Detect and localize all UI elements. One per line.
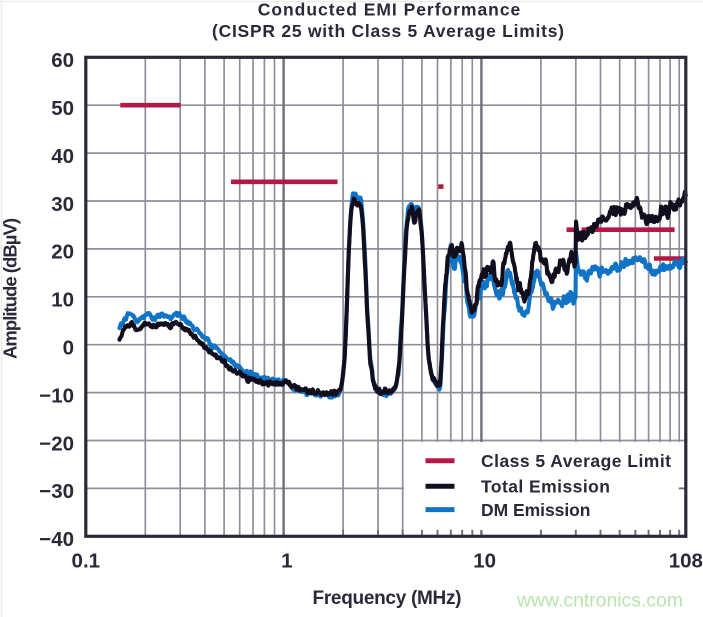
svg-text:(CISPR 25 with Class 5 Average: (CISPR 25 with Class 5 Average Limits) bbox=[212, 21, 564, 41]
svg-text:60: 60 bbox=[51, 49, 74, 72]
svg-text:0.1: 0.1 bbox=[72, 550, 101, 573]
svg-text:−20: −20 bbox=[39, 432, 74, 455]
svg-text:10: 10 bbox=[473, 550, 496, 573]
svg-text:−30: −30 bbox=[39, 480, 74, 503]
svg-text:Class 5 Average Limit: Class 5 Average Limit bbox=[481, 451, 671, 471]
svg-text:−40: −40 bbox=[39, 528, 74, 551]
svg-text:50: 50 bbox=[51, 97, 74, 120]
svg-text:Total Emission: Total Emission bbox=[481, 477, 610, 497]
svg-text:40: 40 bbox=[51, 145, 74, 168]
svg-text:0: 0 bbox=[63, 337, 74, 360]
svg-text:20: 20 bbox=[51, 241, 74, 264]
svg-text:Frequency (MHz): Frequency (MHz) bbox=[313, 588, 462, 609]
svg-text:Conducted EMI Performance: Conducted EMI Performance bbox=[258, 0, 521, 20]
svg-text:Amplitude (dBµV): Amplitude (dBµV) bbox=[0, 218, 21, 359]
svg-text:10: 10 bbox=[51, 289, 74, 312]
svg-text:108: 108 bbox=[669, 550, 703, 573]
svg-text:www.cntronics.com: www.cntronics.com bbox=[516, 590, 683, 612]
svg-text:DM Emission: DM Emission bbox=[481, 500, 591, 520]
svg-text:−10: −10 bbox=[39, 384, 74, 407]
svg-text:30: 30 bbox=[51, 193, 74, 216]
svg-text:1: 1 bbox=[281, 550, 292, 573]
